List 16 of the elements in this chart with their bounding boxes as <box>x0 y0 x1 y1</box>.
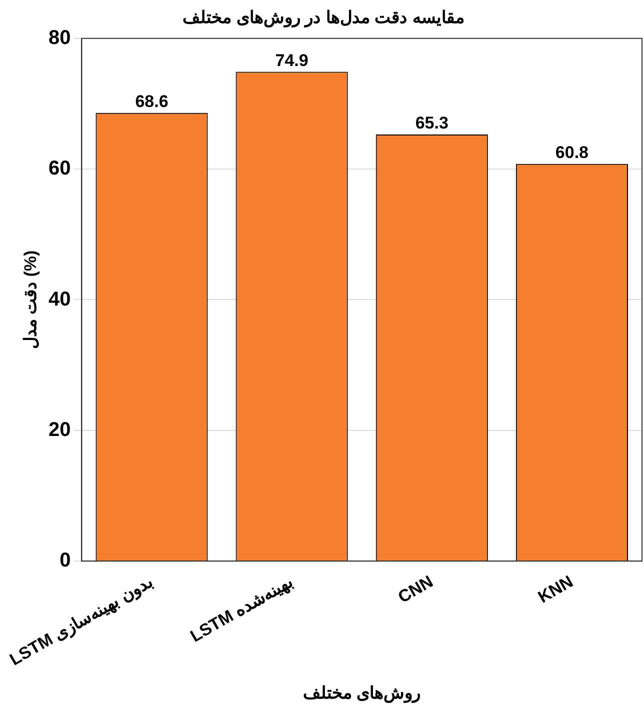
data-label: 65.3 <box>415 114 448 133</box>
data-label: 60.8 <box>555 143 589 162</box>
data-label: 74.9 <box>275 50 308 70</box>
x-axis-title: روش‌های مختلف <box>302 683 421 704</box>
y-axis-title: دقت مدل (%) <box>20 250 40 350</box>
x-tick-label: LSTM بهینه‌شده <box>187 572 297 647</box>
chart-title: مقایسه دقت مدل‌ها در روش‌های مختلف <box>182 8 464 28</box>
y-tick-label: 0 <box>60 550 71 572</box>
y-tick-label: 20 <box>48 418 71 441</box>
y-tick-label: 80 <box>48 26 71 49</box>
x-tick-label: LSTM بدون بهینه‌سازی <box>6 572 157 670</box>
y-tick-label: 60 <box>48 158 71 180</box>
y-tick-label: 40 <box>48 288 71 310</box>
x-tick-label: KNN <box>534 572 576 607</box>
x-tick-label: CNN <box>394 572 436 607</box>
data-label: 68.6 <box>135 92 168 112</box>
